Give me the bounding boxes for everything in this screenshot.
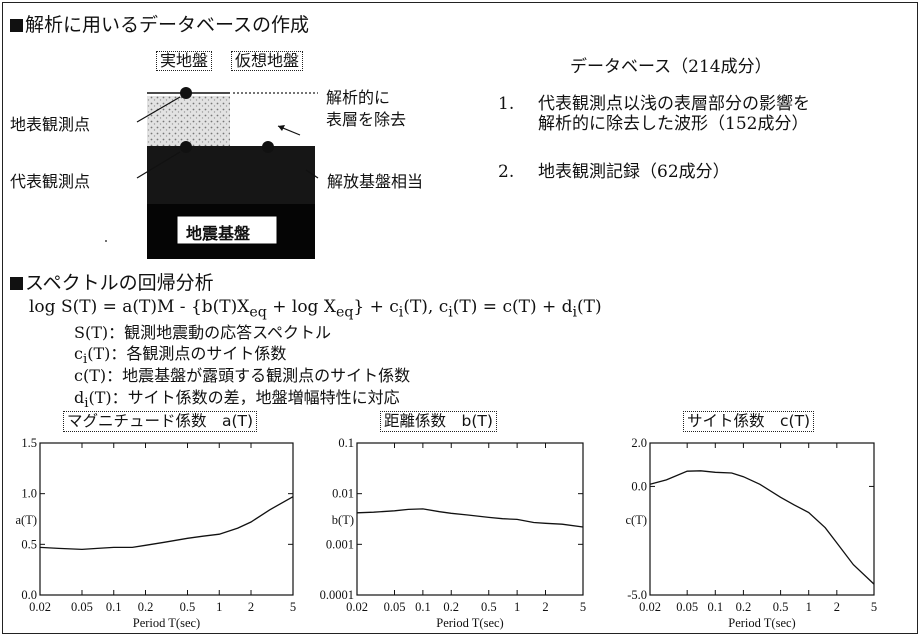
analytic-removal-line2: 表層を除去	[326, 110, 407, 129]
chart-a-x-tick-label: 0.02	[29, 600, 51, 614]
chart-c-y-tick-label: -5.0	[627, 588, 647, 602]
section1-heading: 解析に用いるデータベースの作成	[10, 10, 309, 37]
seismic-bedrock-label-box	[176, 215, 278, 245]
chart-a-x-tick-label: 0.1	[106, 600, 122, 614]
database-item-2-num: 2.	[498, 162, 515, 182]
database-item-1-num: 1.	[498, 94, 515, 114]
section2-heading: スペクトルの回帰分析	[10, 268, 214, 295]
regression-equation: log S(T) = a(T)M - {b(T)Xeq + log Xeq} +…	[29, 297, 602, 321]
chart-b-y-tick-label: 0.0001	[320, 588, 354, 602]
chart-a-x-tick-label: 5	[290, 600, 296, 614]
chart-a-x-tick-label: 0.05	[71, 600, 93, 614]
chart-a-y-tick-label: 0.5	[21, 537, 37, 551]
chart-a-y-axis-label: a(T)	[15, 513, 37, 527]
chart-b-x-tick-label: 0.2	[443, 600, 459, 614]
bedrock-pointer	[305, 169, 319, 179]
chart-b-x-tick-label: 0.05	[384, 600, 406, 614]
soil-profile-diagram	[105, 87, 319, 259]
bedrock-equivalent-label: 解放基盤相当	[327, 172, 424, 191]
chart-c-y-axis-label: c(T)	[625, 513, 647, 527]
seismic-bedrock-label: 地震基盤	[186, 224, 251, 243]
surface-station-dot	[180, 87, 192, 99]
chart-b-title: 距離係数 b(T)	[380, 411, 497, 432]
chart-b-x-tick-label: 2	[542, 600, 548, 614]
representative-station-pointer	[136, 151, 181, 179]
representative-station-dot-1	[180, 141, 192, 153]
database-item-2-line1: 地表観測記録（62成分）	[538, 162, 730, 182]
chart-c-x-tick-label: 1	[806, 600, 812, 614]
chart-c-x-tick-label: 0.5	[773, 600, 789, 614]
representative-station-dot-2	[262, 141, 274, 153]
surface-station-label: 地表観測点	[10, 115, 91, 134]
chart-b-x-tick-label: 0.02	[346, 600, 368, 614]
chart-a-y-tick-label: 1.0	[21, 487, 37, 501]
chart-c-y-tick-label: 2.0	[631, 436, 647, 450]
chart-a-plot-frame	[39, 442, 294, 596]
database-title: データベース（214成分）	[570, 57, 772, 77]
chart-b-x-tick-label: 0.5	[481, 600, 497, 614]
definition-ci: ci(T)：各観測点のサイト係数	[74, 344, 287, 368]
chart-a-series-line	[39, 496, 294, 551]
chart-c-y-tick-label: 0.0	[631, 479, 647, 493]
database-item-1-line1: 代表観測点以浅の表層部分の影響を	[538, 94, 810, 114]
square-bullet-icon	[10, 19, 23, 32]
surface-station-pointer	[136, 96, 181, 123]
chart-b-y-axis-label: b(T)	[332, 513, 354, 527]
chart-b-x-tick-label: 1	[514, 600, 520, 614]
chart-b-y-tick-label: 0.01	[332, 487, 354, 501]
definition-c: c(T)：地震基盤が露頭する観測点のサイト係数	[74, 366, 411, 385]
chart-a-title: マグニチュード係数 a(T)	[63, 411, 258, 432]
chart-b-x-axis-label: Period T(sec)	[436, 616, 503, 630]
definition-s: S(T)：観測地震動の応答スペクトル	[74, 323, 332, 342]
analytic-removal-line1: 解析的に	[326, 88, 391, 107]
chart-b-x-tick-label: 5	[580, 600, 586, 614]
chart-c-x-tick-label: 0.2	[736, 600, 752, 614]
chart-a-x-tick-label: 0.5	[180, 600, 196, 614]
speck-dot	[105, 240, 107, 242]
representative-station-label: 代表観測点	[10, 172, 91, 191]
chart-c-plot-frame	[649, 442, 875, 596]
chart-b-plot-frame	[356, 442, 584, 596]
chart-a-y-tick-label: 0.0	[21, 588, 37, 602]
chart-c-x-tick-label: 2	[834, 600, 840, 614]
square-bullet-icon	[10, 277, 23, 290]
virtual-ground-label: 仮想地盤	[231, 51, 304, 71]
chart-a-x-tick-label: 0.2	[138, 600, 154, 614]
chart-b-series-line	[356, 508, 584, 528]
definition-di: di(T)：サイト係数の差，地盤増幅特性に対応	[74, 388, 400, 412]
real-ground-label: 実地盤	[156, 51, 213, 71]
chart-c-x-tick-label: 0.05	[676, 600, 698, 614]
chart-a-x-tick-label: 2	[248, 600, 254, 614]
database-item-1-line2: 解析的に除去した波形（152成分）	[538, 114, 809, 134]
chart-c-x-tick-label: 5	[871, 600, 877, 614]
chart-a-x-axis-label: Period T(sec)	[133, 616, 200, 630]
chart-c-x-axis-label: Period T(sec)	[728, 616, 795, 630]
chart-c-x-tick-label: 0.02	[639, 600, 661, 614]
chart-a-y-tick-label: 1.5	[21, 436, 37, 450]
removal-arrow-head	[278, 125, 285, 131]
chart-c-series-line	[649, 470, 875, 585]
chart-c-x-tick-label: 0.1	[707, 600, 723, 614]
chart-b-x-tick-label: 0.1	[415, 600, 431, 614]
chart-a-x-tick-label: 1	[216, 600, 222, 614]
chart-b-y-tick-label: 0.001	[326, 537, 354, 551]
chart-c-title: サイト係数 c(T)	[683, 411, 815, 432]
surface-soil-layer	[147, 96, 230, 146]
chart-b-y-tick-label: 0.1	[338, 436, 354, 450]
